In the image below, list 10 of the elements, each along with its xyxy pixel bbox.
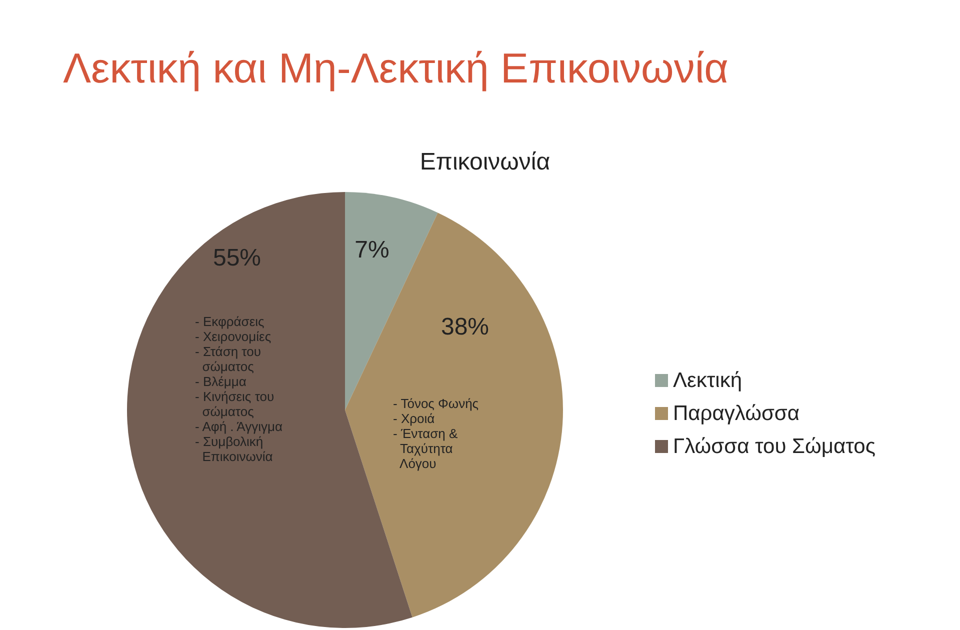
text: - Τόνος Φωνής - Χροιά - Ένταση & Ταχύτητα Λόγου (393, 396, 479, 471)
chart-subtitle: Επικοινωνία (420, 148, 550, 176)
data-label: 55% (212, 244, 262, 272)
data-label: 38% (440, 314, 490, 340)
legend-label: Λεκτική (673, 369, 742, 392)
legend-label: Γλώσσα του Σώματος (673, 435, 876, 458)
text: - Εκφράσεις - Χειρονομίες - Στάση του σώματος - Βλέμμα - Κινήσεις του σώματος - Αφή . Άγγιγμα - Συμβολική Επικοινωνία (195, 314, 283, 464)
chart-title: Λεκτική και Μη-Λεκτική Επικοινωνία (63, 44, 728, 92)
data-label: 7% (354, 236, 390, 264)
legend-label: Παραγλώσσα (673, 402, 800, 425)
